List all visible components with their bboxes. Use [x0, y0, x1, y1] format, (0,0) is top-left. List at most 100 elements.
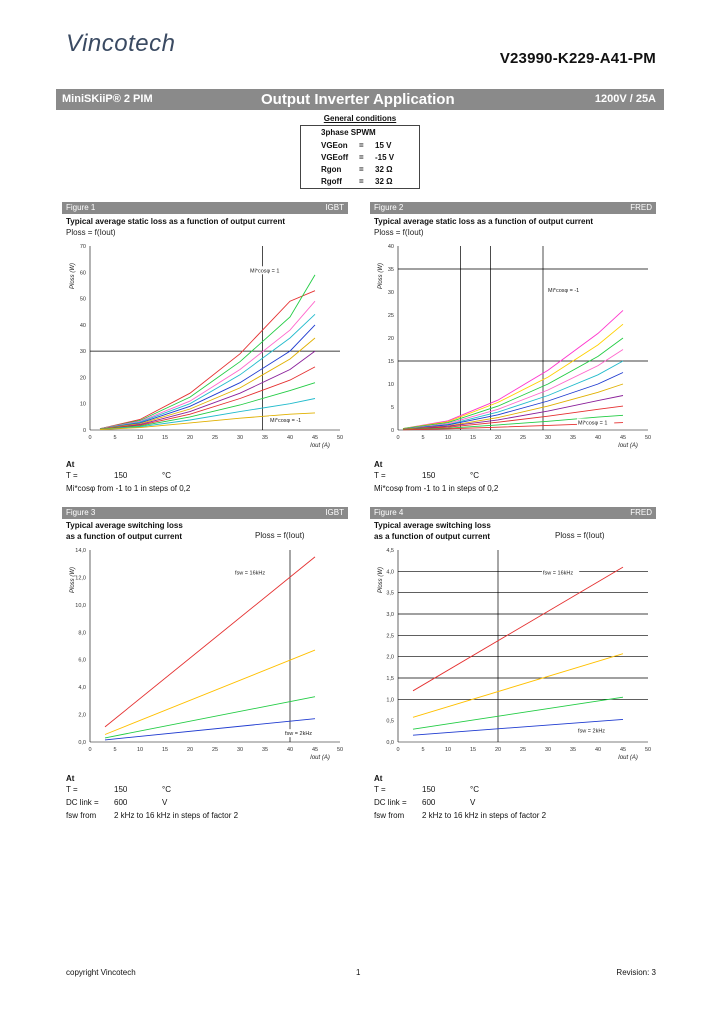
gc-symbol: Rgoff	[321, 177, 342, 186]
figure-device: IGBT	[325, 203, 344, 212]
figure-4-caption-2: as a function of output current	[374, 532, 490, 541]
at-value: 150	[114, 785, 128, 794]
gc-equals: =	[359, 153, 364, 162]
general-conditions-box: 3phase SPWM VGEon = 15 V VGEoff = -15 V …	[300, 125, 420, 189]
series-line	[104, 696, 316, 739]
y-tick-label: 12,0	[75, 575, 86, 581]
annotation-background	[269, 416, 310, 425]
series-line	[99, 300, 316, 430]
figure-label: Figure 4	[374, 508, 404, 517]
y-tick-label: 70	[80, 244, 86, 250]
figure-4-formula: Ploss = f(Iout)	[555, 531, 605, 540]
figure-device: IGBT	[325, 508, 344, 517]
x-axis-label: Iout (A)	[618, 443, 638, 449]
x-tick-label: 0	[88, 435, 91, 441]
series-line	[99, 337, 316, 430]
y-tick-label: 2,5	[386, 633, 394, 639]
x-axis-label: Iout (A)	[310, 443, 330, 449]
y-tick-label: 4,5	[386, 548, 394, 554]
annotation-label: Mi*cosφ = -1	[548, 288, 579, 294]
at-value: 150	[422, 785, 436, 794]
gc-value: -15 V	[375, 153, 395, 162]
annotation-background	[284, 729, 318, 738]
figure-device: FRED	[630, 203, 652, 212]
figure-4-bar: Figure 4 FRED	[370, 507, 656, 519]
series-line	[412, 718, 624, 736]
figure-4-conditions: At T = 150 °C DC link = 600 V fsw from 2…	[374, 772, 654, 824]
x-tick-label: 20	[187, 435, 193, 441]
x-tick-label: 45	[620, 435, 626, 441]
y-tick-label: 5	[391, 405, 394, 411]
figure-2-chart: 0 5 10 15 20 25 30 35 40 45 50 0 5 10 15 20 25 30 35 40 Plos…	[378, 244, 651, 449]
footer-page-number: 1	[356, 968, 361, 977]
y-axis-label: Ploss (W)	[378, 567, 384, 593]
at-label: fsw from	[66, 811, 97, 820]
y-tick-label: 20	[388, 336, 394, 342]
series-line	[412, 653, 624, 718]
figure-label: Figure 2	[374, 203, 404, 212]
at-note: Mi*cosφ from -1 to 1 in steps of 0,2	[66, 484, 191, 493]
at-value: 150	[422, 471, 436, 480]
annotation-background	[234, 568, 272, 577]
footer-revision: Revision: 3	[616, 968, 656, 977]
y-tick-label: 50	[80, 297, 86, 303]
figure-1-chart: 0 5 10 15 20 25 30 35 40 45 50 0 10 20 30 40 50 60 70 Ploss…	[70, 244, 343, 449]
series-line	[402, 349, 624, 430]
x-tick-label: 40	[595, 747, 601, 753]
y-axis-label: Ploss (W)	[378, 263, 384, 289]
figure-3-conditions: At T = 150 °C DC link = 600 V fsw from 2…	[66, 772, 346, 824]
series-line	[402, 323, 624, 430]
x-tick-label: 50	[337, 747, 343, 753]
x-tick-label: 5	[113, 747, 116, 753]
at-label: fsw from	[374, 811, 405, 820]
x-tick-label: 30	[237, 435, 243, 441]
banner-rating: 1200V / 25A	[594, 93, 656, 105]
x-tick-label: 50	[645, 747, 651, 753]
figure-device: FRED	[630, 508, 652, 517]
gc-heading: 3phase SPWM	[321, 128, 376, 137]
gc-symbol: VGEoff	[321, 153, 349, 162]
y-tick-label: 40	[80, 323, 86, 329]
x-tick-label: 5	[113, 435, 116, 441]
gc-symbol: Rgon	[321, 165, 342, 174]
at-value: 600	[114, 798, 128, 807]
x-tick-label: 45	[312, 747, 318, 753]
figure-2-conditions: At T = 150 °C Mi*cosφ from -1 to 1 in st…	[374, 458, 654, 498]
y-tick-label: 10	[388, 382, 394, 388]
annotation-label: Mi*cosφ = 1	[250, 268, 279, 274]
x-tick-label: 40	[287, 435, 293, 441]
y-tick-label: 30	[80, 349, 86, 355]
at-note: 2 kHz to 16 kHz in steps of factor 2	[114, 811, 239, 820]
series-line	[99, 324, 316, 430]
y-tick-label: 14,0	[75, 548, 86, 554]
y-tick-label: 3,0	[386, 612, 394, 618]
at-unit: °C	[470, 471, 479, 480]
series-line	[104, 718, 316, 741]
x-tick-label: 35	[262, 435, 268, 441]
footer-copyright: copyright Vincotech	[66, 968, 136, 977]
annotation-label: fsw = 2kHz	[578, 729, 605, 735]
annotation-background	[542, 568, 580, 577]
annotation-background	[577, 418, 615, 427]
x-tick-label: 20	[187, 747, 193, 753]
y-tick-label: 35	[388, 267, 394, 273]
x-tick-label: 45	[620, 747, 626, 753]
x-tick-label: 10	[445, 747, 451, 753]
figure-3-chart: 0 5 10 15 20 25 30 35 40 45 50 0,0 2,0 4,0 6,0 8,0 10,0 1…	[70, 548, 343, 761]
gc-equals: =	[359, 141, 364, 150]
series-line	[412, 696, 624, 730]
y-tick-label: 0	[83, 428, 86, 434]
x-tick-label: 5	[421, 747, 424, 753]
annotation-background	[249, 266, 287, 275]
figure-3-caption: Typical average switching loss	[66, 521, 183, 530]
at-value: 600	[422, 798, 436, 807]
x-tick-label: 25	[520, 747, 526, 753]
x-tick-label: 30	[545, 435, 551, 441]
figure-4-caption: Typical average switching loss	[374, 521, 491, 530]
annotation-background	[577, 726, 611, 735]
y-axis-label: Ploss (W)	[70, 263, 76, 289]
series-line	[402, 395, 624, 430]
y-tick-label: 60	[80, 270, 86, 276]
x-tick-label: 10	[445, 435, 451, 441]
x-tick-label: 20	[495, 747, 501, 753]
